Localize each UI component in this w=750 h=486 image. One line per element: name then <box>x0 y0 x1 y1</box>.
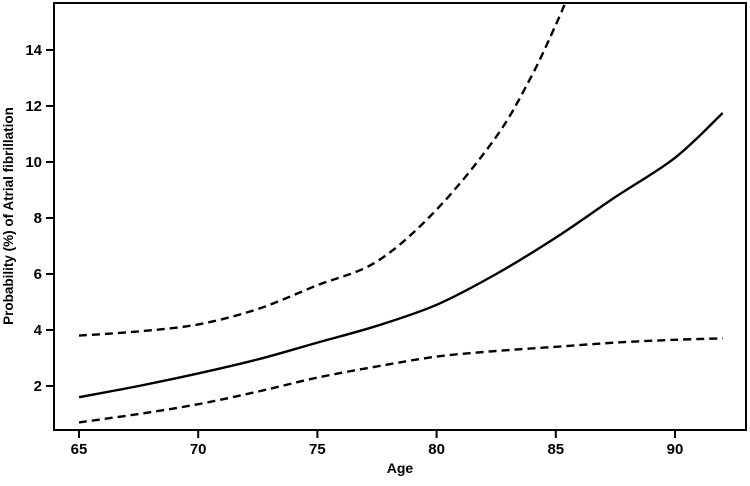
x-tick-label: 70 <box>190 441 207 458</box>
curves-layer <box>78 3 724 424</box>
y-tick-label: 14 <box>25 42 42 59</box>
y-tick-label: 4 <box>34 322 43 339</box>
y-tick-label: 8 <box>34 210 42 227</box>
x-axis-title: Age <box>387 460 414 476</box>
upper-95ci-curve <box>78 3 567 337</box>
lower-95ci-curve <box>78 337 723 424</box>
y-tick-label: 12 <box>25 98 42 115</box>
x-tick-label: 75 <box>309 441 326 458</box>
plot-frame <box>53 2 747 431</box>
y-tick-label: 6 <box>34 266 42 283</box>
x-tick-label: 90 <box>667 441 684 458</box>
predicted-probability-curve <box>78 112 724 399</box>
axis-ticks <box>46 49 676 438</box>
x-tick-label: 65 <box>71 441 88 458</box>
y-tick-label: 2 <box>34 378 42 395</box>
x-tick-label: 80 <box>428 441 445 458</box>
y-axis-title: Probability (%) of Atrial fibrillation <box>1 107 16 325</box>
axis-tick-labels: 65 70 75 80 85 90 2 4 6 8 10 12 14 <box>25 42 683 458</box>
y-tick-label: 10 <box>25 154 42 171</box>
x-tick-label: 85 <box>547 441 564 458</box>
